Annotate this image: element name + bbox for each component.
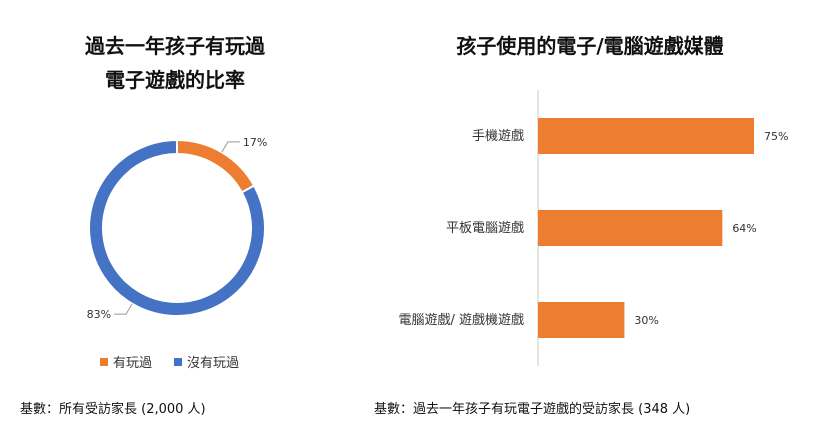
- bar-category-label-1: 平板電腦遊戲: [446, 221, 524, 236]
- bar-chart-title: 孩子使用的電子/電腦遊戲媒體: [456, 34, 724, 58]
- bar-value-label-2: 30%: [634, 314, 658, 327]
- donut-title-line2: 電子遊戲的比率: [105, 68, 245, 92]
- bar-1: [538, 210, 723, 246]
- donut-leader-1: [114, 303, 133, 315]
- donut-label-0: 17%: [243, 136, 267, 149]
- bar-category-label-0: 手機遊戲: [472, 129, 524, 144]
- legend-swatch-orange: [100, 357, 108, 366]
- donut-leader-0: [221, 141, 240, 153]
- bar-footnote: 基數：過去一年孩子有玩電子遊戲的受訪家長 (348 人): [374, 402, 691, 417]
- bar-0: [538, 118, 754, 154]
- donut-chart-title: 過去一年孩子有玩過 電子遊戲的比率: [60, 29, 290, 97]
- donut-slice-1: [88, 138, 266, 317]
- donut-label-1: 83%: [87, 308, 111, 321]
- bar-2: [538, 302, 625, 338]
- legend-item-not-played: 沒有玩過: [174, 352, 239, 371]
- bar-category-label-2: 電腦遊戲/ 遊戲機遊戲: [398, 313, 524, 328]
- legend-swatch-blue: [174, 357, 183, 366]
- donut-footnote: 基數：所有受訪家長 (2,000 人): [20, 402, 206, 417]
- bar-value-label-0: 75%: [764, 130, 788, 143]
- legend-item-played: 有玩過: [100, 352, 152, 371]
- donut-title-line1: 過去一年孩子有玩過: [85, 34, 265, 58]
- legend-label-played: 有玩過: [113, 356, 153, 371]
- legend-label-not-played: 沒有玩過: [187, 356, 240, 371]
- bar-value-label-1: 64%: [732, 222, 756, 235]
- donut-legend: 有玩過 沒有玩過: [100, 352, 239, 371]
